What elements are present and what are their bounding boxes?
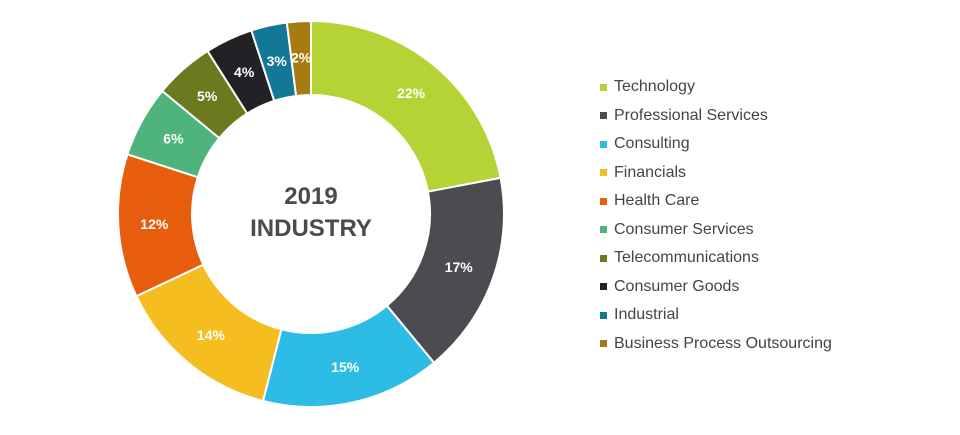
donut-slice (285, 19, 312, 98)
legend-label: Consumer Services (614, 220, 754, 238)
legend-item: Technology (600, 73, 832, 102)
slice-value-label: 2% (291, 49, 312, 65)
legend-swatch (600, 283, 607, 291)
legend-swatch (600, 311, 607, 319)
legend-label: Consulting (614, 135, 690, 153)
center-title-year: 2019 (284, 183, 338, 210)
legend-label: Telecommunications (614, 249, 759, 267)
legend-item: Industrial (600, 301, 832, 330)
legend-item: Consumer Goods (600, 273, 832, 302)
legend-swatch (600, 169, 607, 177)
slice-value-label: 14% (197, 327, 226, 343)
center-title-label: INDUSTRY (250, 215, 372, 242)
legend-label: Industrial (614, 306, 679, 324)
legend-item: Professional Services (600, 102, 832, 131)
donut-slices (117, 19, 505, 408)
slice-value-label: 12% (140, 216, 169, 232)
legend-label: Health Care (614, 192, 700, 210)
legend-label: Financials (614, 163, 687, 181)
legend-swatch (600, 112, 607, 120)
legend-swatch (600, 254, 607, 262)
donut-slice-labels: 22% 17% 15% 14% 12% 6% 5% 4% 3% 2% (140, 49, 473, 375)
legend-item: Business Process Outsourcing (600, 330, 832, 359)
slice-value-label: 6% (163, 130, 184, 146)
slice-value-label: 22% (397, 85, 426, 101)
slice-value-label: 3% (267, 53, 288, 69)
legend-label: Business Process Outsourcing (614, 334, 832, 352)
legend-swatch (600, 140, 607, 148)
legend-swatch (600, 226, 607, 234)
donut-slice (310, 19, 502, 193)
legend-swatch (600, 83, 607, 91)
legend-label: Technology (614, 78, 695, 96)
legend-item: Financials (600, 159, 832, 188)
legend-item: Consumer Services (600, 216, 832, 245)
legend-item: Telecommunications (600, 244, 832, 273)
legend-item: Health Care (600, 187, 832, 216)
legend-swatch (600, 340, 607, 348)
chart-legend: Technology Professional Services Consultin… (600, 73, 832, 358)
legend-item: Consulting (600, 130, 832, 159)
legend-label: Professional Services (614, 106, 768, 124)
legend-swatch (600, 197, 607, 205)
slice-value-label: 15% (331, 359, 360, 375)
legend-label: Consumer Goods (614, 277, 740, 295)
slice-value-label: 5% (197, 88, 218, 104)
slice-value-label: 4% (234, 64, 255, 80)
slice-value-label: 17% (445, 259, 474, 275)
